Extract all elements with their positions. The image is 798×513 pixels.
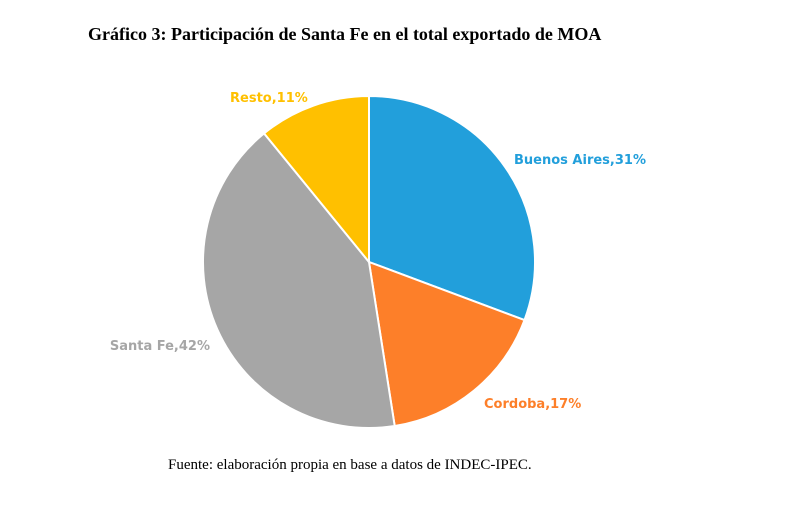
slice-label-resto: Resto,11% (230, 91, 308, 106)
slice-label-cordoba: Cordoba,17% (484, 397, 581, 412)
pie-slice-santa-fe (202, 131, 396, 429)
pie-slice-buenos-aires (368, 94, 536, 322)
chart-title: Gráfico 3: Participación de Santa Fe en … (88, 24, 602, 44)
pie-slice-cordoba (367, 260, 526, 428)
source-note: Fuente: elaboración propia en base a dat… (168, 457, 532, 473)
pie-slice-resto (262, 94, 370, 265)
slice-label-buenos-aires: Buenos Aires,31% (514, 153, 646, 168)
slice-label-santa-fe: Santa Fe,42% (110, 339, 210, 354)
